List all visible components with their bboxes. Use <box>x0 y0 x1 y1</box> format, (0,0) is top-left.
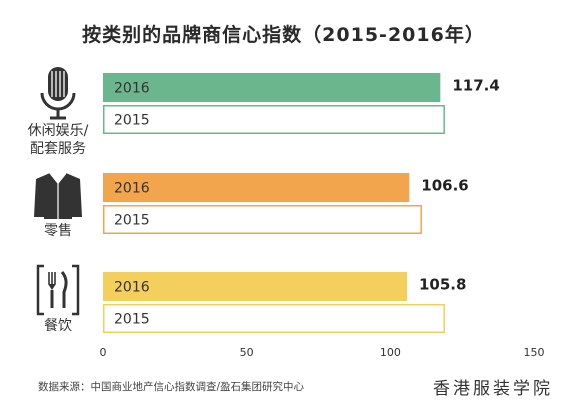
bar-2016-0 <box>103 73 441 102</box>
bar-series-label: 2015 <box>114 213 150 229</box>
x-tick-label: 0 <box>100 346 107 359</box>
chart-title: 按类别的品牌商信心指数（2015-2016年） <box>82 24 485 46</box>
watermark: 香港服装学院 <box>433 379 553 399</box>
category-label: 零售 <box>44 223 72 239</box>
bar-2016-2 <box>103 272 407 301</box>
x-tick-label: 100 <box>380 346 401 359</box>
microphone-icon <box>40 67 76 120</box>
bar-series-label: 2016 <box>114 181 150 197</box>
bar-series-label: 2015 <box>114 113 150 129</box>
bar-series-label: 2016 <box>114 81 150 97</box>
bar-series-label: 2015 <box>114 312 150 328</box>
shirt-icon <box>34 172 82 219</box>
category-label: 餐饮 <box>44 318 72 334</box>
fork-knife-icon <box>36 264 80 316</box>
x-tick-label: 50 <box>240 346 254 359</box>
data-source-note: 数据来源：中国商业地产信心指数调查/盈石集团研究中心 <box>38 381 305 393</box>
bar-2015-2 <box>103 304 445 333</box>
data-label: 105.8 <box>419 276 466 294</box>
bar-2015-1 <box>103 205 422 234</box>
bar-2015-0 <box>103 105 445 134</box>
bar-2016-1 <box>103 173 410 202</box>
category-label: 休闲娱乐/ <box>28 123 89 139</box>
data-label: 106.6 <box>421 177 468 195</box>
data-label: 117.4 <box>452 77 499 95</box>
category-label: 配套服务 <box>30 141 86 157</box>
bar-series-label: 2016 <box>114 280 150 296</box>
x-tick-label: 150 <box>524 346 545 359</box>
